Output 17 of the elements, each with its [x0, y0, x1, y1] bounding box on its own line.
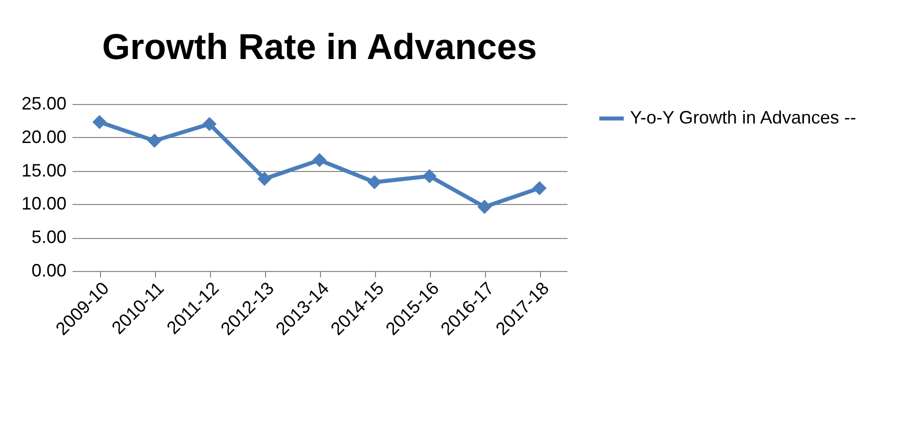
- point: [422, 169, 437, 184]
- y-tick-label: 10.00: [21, 194, 66, 214]
- point: [147, 134, 162, 148]
- y-tick-label: 5.00: [31, 227, 66, 248]
- y-tick-label: 15.00: [21, 160, 66, 180]
- point: [532, 181, 547, 196]
- point: [92, 114, 107, 130]
- legend-label: Y-o-Y Growth in Advances --: [630, 108, 856, 128]
- chart-title: Growth Rate in Advances: [102, 26, 537, 67]
- point: [367, 175, 382, 190]
- point: [202, 116, 217, 132]
- y-tick-label: 0.00: [31, 260, 66, 280]
- point: [477, 200, 492, 214]
- point: [312, 153, 327, 168]
- y-tick-label: 20.00: [21, 126, 66, 147]
- point: [257, 172, 272, 186]
- y-tick-label: 25.00: [21, 94, 66, 114]
